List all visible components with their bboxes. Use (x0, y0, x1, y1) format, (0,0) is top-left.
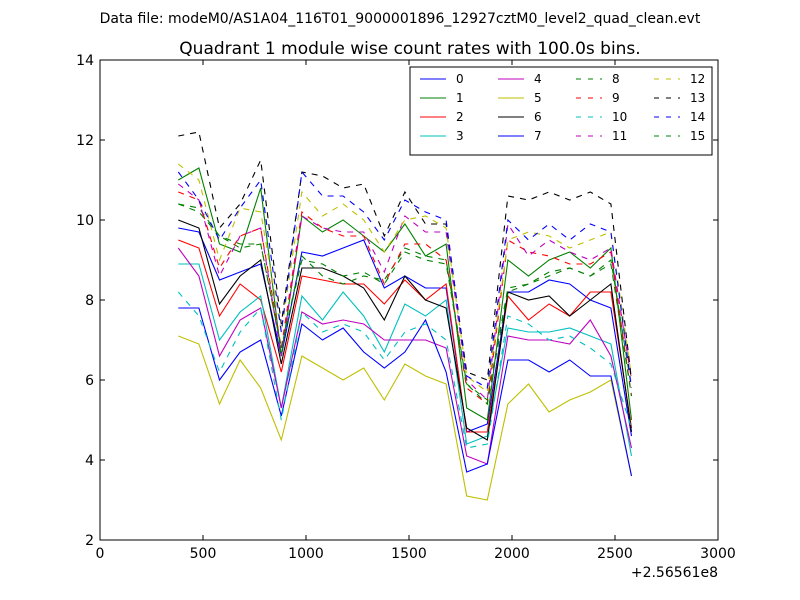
series-line-8 (178, 203, 633, 401)
legend-label-14: 14 (690, 110, 705, 124)
legend-label-9: 9 (612, 91, 620, 105)
legend-label-13: 13 (690, 91, 705, 105)
y-tick-label: 8 (85, 293, 94, 309)
legend-label-4: 4 (534, 72, 542, 86)
series-layer (177, 131, 633, 501)
y-tick-label: 10 (76, 213, 94, 229)
x-offset-label: +2.56561e8 (631, 565, 718, 581)
y-tick-label: 4 (85, 453, 94, 469)
series-line-11 (177, 183, 633, 402)
x-tick-label: 500 (190, 546, 217, 562)
series-line-14 (177, 170, 633, 389)
legend-label-7: 7 (534, 129, 542, 143)
legend-label-10: 10 (612, 110, 627, 124)
legend-label-2: 2 (456, 110, 464, 124)
y-tick-label: 12 (76, 133, 94, 149)
series-line-3 (178, 263, 633, 457)
series-line-6 (178, 219, 633, 441)
series-line-10 (177, 291, 633, 449)
legend-box (409, 66, 713, 156)
legend-label-5: 5 (534, 91, 542, 105)
series-line-4 (177, 247, 633, 465)
series-line-9 (178, 191, 633, 406)
legend-label-3: 3 (456, 129, 464, 143)
series-line-5 (178, 335, 633, 501)
series-line-13 (178, 131, 633, 381)
x-tick-label: 3000 (700, 546, 736, 562)
y-tick-label: 2 (85, 533, 94, 549)
x-tick-label: 2000 (494, 546, 530, 562)
legend-label-12: 12 (690, 72, 705, 86)
x-tick-label: 1000 (288, 546, 324, 562)
legend-label-6: 6 (534, 110, 542, 124)
y-tick-label: 14 (76, 53, 94, 69)
legend-label-8: 8 (612, 72, 620, 86)
legend-label-15: 15 (690, 129, 705, 143)
legend-label-11: 11 (612, 129, 627, 143)
series-line-7 (178, 307, 633, 477)
chart-suptitle: Data file: modeM0/AS1A04_116T01_90000018… (100, 11, 701, 27)
x-tick-label: 2500 (597, 546, 633, 562)
series-line-15 (178, 203, 633, 406)
series-line-2 (178, 239, 633, 433)
legend-label-1: 1 (456, 91, 464, 105)
series-line-1 (178, 167, 633, 421)
chart-title: Quadrant 1 module wise count rates with … (179, 39, 640, 59)
x-tick-label: 0 (96, 546, 105, 562)
x-tick-label: 1500 (391, 546, 427, 562)
y-tick-label: 6 (85, 373, 94, 389)
legend-label-0: 0 (456, 72, 464, 86)
